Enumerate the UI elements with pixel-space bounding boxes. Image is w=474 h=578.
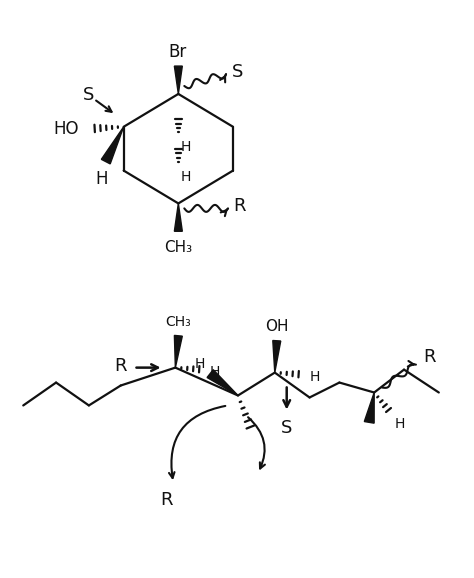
Text: H: H	[181, 169, 191, 184]
Text: R: R	[424, 348, 436, 366]
Text: R: R	[114, 357, 127, 375]
Polygon shape	[174, 66, 182, 94]
Text: R: R	[160, 491, 173, 509]
Text: H: H	[96, 169, 108, 187]
Polygon shape	[101, 127, 124, 164]
Text: S: S	[281, 419, 292, 438]
Polygon shape	[174, 335, 182, 368]
Text: HO: HO	[53, 120, 79, 138]
Text: R: R	[234, 198, 246, 216]
Polygon shape	[365, 392, 374, 423]
Text: H: H	[310, 369, 320, 384]
Text: H: H	[210, 365, 220, 379]
Text: OH: OH	[265, 319, 289, 334]
Text: S: S	[232, 63, 244, 81]
Polygon shape	[174, 203, 182, 231]
Text: S: S	[83, 86, 94, 104]
Text: CH₃: CH₃	[165, 315, 191, 329]
Text: CH₃: CH₃	[164, 240, 192, 255]
Text: H: H	[181, 140, 191, 154]
Text: H: H	[195, 357, 205, 370]
Text: H: H	[395, 417, 405, 431]
Polygon shape	[273, 340, 281, 373]
Polygon shape	[207, 370, 238, 395]
Text: Br: Br	[168, 43, 186, 61]
